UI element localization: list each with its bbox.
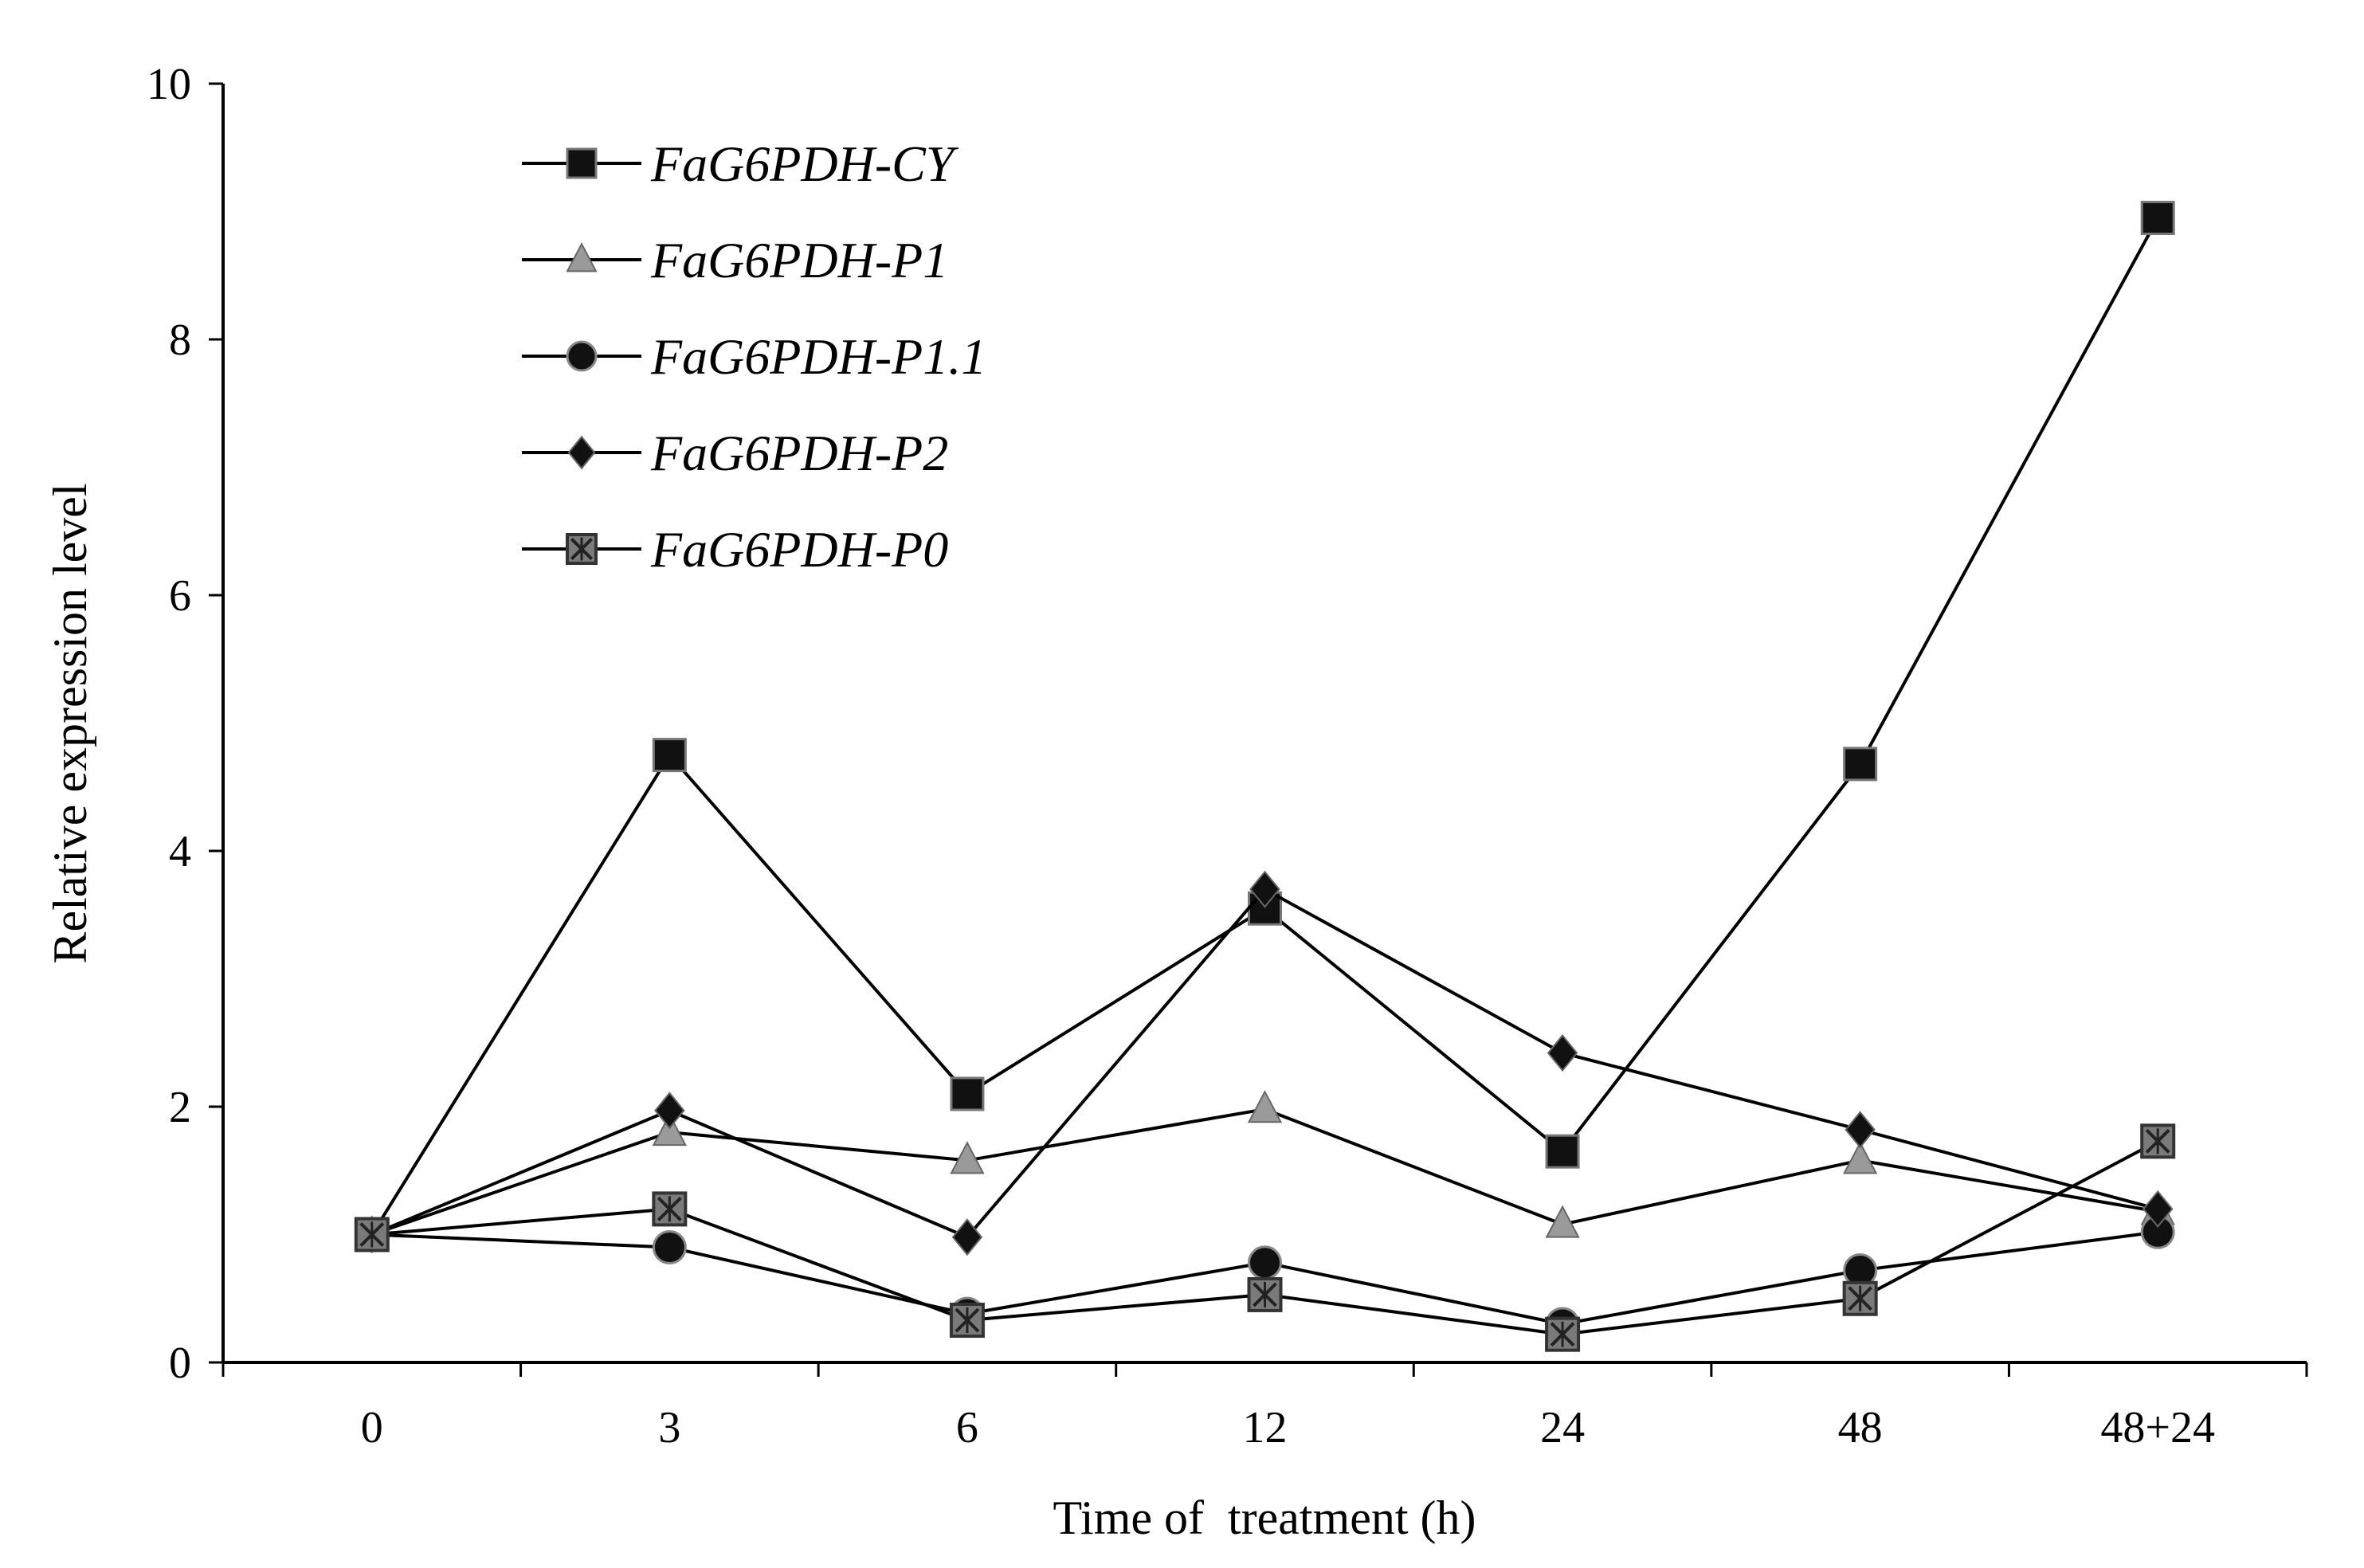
legend-marker xyxy=(566,147,598,179)
data-point xyxy=(2142,1190,2174,1228)
data-point xyxy=(1842,1280,1878,1316)
series-FaG6PDH-P1 xyxy=(355,1090,2175,1249)
y-tick-label: 4 xyxy=(169,827,191,876)
data-point xyxy=(1843,747,1878,782)
series-FaG6PDH-P2 xyxy=(356,870,2174,1256)
data-point xyxy=(354,1217,390,1252)
legend-marker xyxy=(566,242,598,272)
y-tick-label: 6 xyxy=(169,571,191,621)
series-group xyxy=(354,201,2176,1352)
legend-item: FaG6PDH-P0 xyxy=(522,521,948,578)
data-point xyxy=(951,1218,983,1256)
data-point xyxy=(652,738,687,773)
y-tick-label: 8 xyxy=(169,316,191,365)
legend-label: FaG6PDH-P1 xyxy=(650,232,948,288)
legend-label: FaG6PDH-P1.1 xyxy=(650,328,986,385)
data-point xyxy=(652,1191,688,1227)
legend-label: FaG6PDH-P2 xyxy=(650,425,948,481)
data-point xyxy=(1545,1134,1580,1169)
series-line xyxy=(371,887,2158,1240)
y-axis-title: Relative expression level xyxy=(44,483,96,963)
data-point xyxy=(1248,1245,1282,1280)
x-tick-label: 48 xyxy=(1838,1403,1883,1452)
x-tick-label: 12 xyxy=(1243,1403,1288,1452)
y-tick-label: 0 xyxy=(169,1339,191,1388)
series-line xyxy=(371,1107,2158,1237)
x-tick-label: 6 xyxy=(956,1403,978,1452)
legend-item: FaG6PDH-P1.1 xyxy=(522,328,986,385)
data-point xyxy=(2140,201,2175,236)
legend-item: FaG6PDH-CY xyxy=(522,135,959,192)
data-point xyxy=(2140,1123,2176,1159)
y-tick-label: 2 xyxy=(169,1083,191,1132)
data-point xyxy=(1547,1034,1578,1072)
legend-marker xyxy=(567,435,596,470)
data-point xyxy=(1845,1111,1876,1149)
data-point xyxy=(652,1230,687,1265)
data-point xyxy=(1249,870,1280,908)
data-point xyxy=(1545,1316,1581,1352)
data-point xyxy=(1247,1276,1283,1312)
legend-item: FaG6PDH-P2 xyxy=(522,425,948,481)
legend-item: FaG6PDH-P1 xyxy=(522,232,948,288)
data-point xyxy=(1545,1205,1580,1238)
data-point xyxy=(654,1092,685,1130)
series-line xyxy=(370,217,2159,1236)
series-FaG6PDH-P0 xyxy=(354,1123,2176,1352)
x-axis-title: Time of treatment (h) xyxy=(1053,1492,1476,1544)
legend-marker xyxy=(566,340,598,372)
data-point xyxy=(950,1141,985,1174)
legend: FaG6PDH-CY FaG6PDH-P1 FaG6PDH-P1.1 FaG6PDH-… xyxy=(522,135,986,578)
legend-label: FaG6PDH-P0 xyxy=(650,521,948,578)
x-ticks: 0 3 6 12 24 48 48+24 xyxy=(222,1362,2308,1452)
axes xyxy=(222,84,2307,1364)
legend-label: FaG6PDH-CY xyxy=(650,135,959,192)
data-point xyxy=(950,1076,985,1111)
y-tick-label: 10 xyxy=(147,60,191,109)
legend-marker xyxy=(566,533,598,565)
x-tick-label: 24 xyxy=(1540,1403,1585,1452)
x-tick-label: 48+24 xyxy=(2100,1403,2215,1452)
data-point xyxy=(1247,1090,1283,1123)
x-tick-label: 3 xyxy=(658,1403,680,1452)
data-point xyxy=(652,1112,688,1147)
x-tick-label: 0 xyxy=(361,1403,383,1452)
y-ticks: 0 2 4 6 8 10 xyxy=(147,60,223,1388)
data-point xyxy=(1842,1141,1878,1174)
data-point xyxy=(949,1303,985,1339)
